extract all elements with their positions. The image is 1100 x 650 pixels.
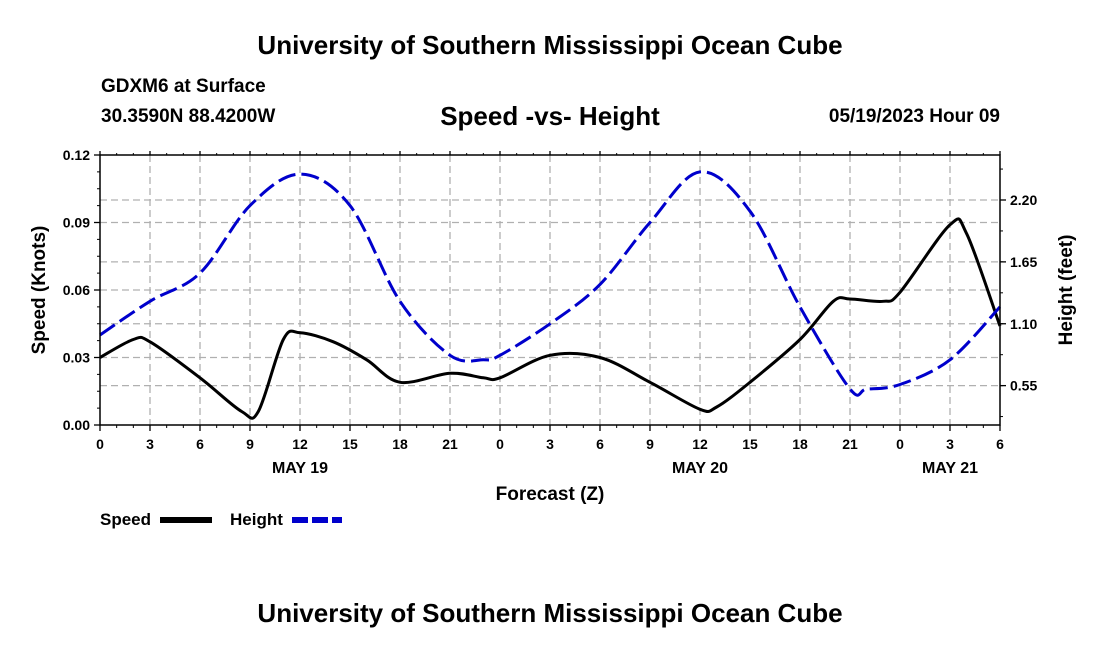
x-tick-label: 0 — [496, 436, 504, 452]
y-right-tick-label: 1.65 — [1010, 254, 1037, 270]
date-label: MAY 20 — [672, 460, 728, 477]
series-line-height — [99, 170, 1002, 397]
footer-title: University of Southern Mississippi Ocean… — [257, 598, 843, 628]
y-left-tick-label: 0.00 — [63, 417, 90, 433]
y-axis-left-title: Speed (Knots) — [29, 226, 50, 355]
x-tick-label: 15 — [342, 436, 358, 452]
y-right-tick-label: 0.55 — [1010, 378, 1037, 394]
date-label: MAY 19 — [272, 460, 328, 477]
legend-speed-label: Speed — [100, 510, 151, 529]
x-tick-label: 9 — [646, 436, 654, 452]
x-tick-label: 6 — [996, 436, 1004, 452]
x-tick-label: 18 — [792, 436, 808, 452]
y-right-tick-label: 1.10 — [1010, 316, 1037, 332]
x-tick-label: 3 — [946, 436, 954, 452]
y-left-tick-label: 0.09 — [63, 215, 90, 231]
page-title: University of Southern Mississippi Ocean… — [257, 30, 843, 60]
x-tick-label: 12 — [692, 436, 708, 452]
y-left-tick-label: 0.06 — [63, 282, 90, 298]
date-label: MAY 21 — [922, 460, 978, 477]
x-axis-title: Forecast (Z) — [496, 484, 605, 505]
grid — [100, 155, 1000, 425]
x-tick-label: 21 — [442, 436, 458, 452]
x-tick-label: 18 — [392, 436, 408, 452]
x-tick-label: 0 — [96, 436, 104, 452]
legend: Speed Height — [100, 510, 342, 529]
station-coordinates: 30.3590N 88.4200W — [101, 106, 276, 127]
y-left-tick-label: 0.03 — [63, 350, 90, 366]
y-left-tick-label: 0.12 — [63, 147, 90, 163]
x-tick-label: 9 — [246, 436, 254, 452]
station-name: GDXM6 at Surface — [101, 76, 266, 97]
x-tick-label: 6 — [196, 436, 204, 452]
x-tick-label: 12 — [292, 436, 308, 452]
x-tick-label: 21 — [842, 436, 858, 452]
legend-height-label: Height — [230, 510, 283, 529]
x-tick-label: 6 — [596, 436, 604, 452]
x-tick-label: 3 — [546, 436, 554, 452]
y-axis-right-title: Height (feet) — [1056, 235, 1077, 346]
y-right-tick-label: 2.20 — [1010, 192, 1037, 208]
series-line-speed — [99, 217, 1002, 420]
chart-subtitle: Speed -vs- Height — [440, 101, 660, 131]
x-tick-label: 3 — [146, 436, 154, 452]
series-layer — [99, 170, 1002, 420]
x-tick-label: 15 — [742, 436, 758, 452]
x-tick-label: 0 — [896, 436, 904, 452]
forecast-datetime: 05/19/2023 Hour 09 — [828, 106, 1000, 127]
axes: 0 3 6 9 12 15 18 21 0 3 6 9 12 15 18 21 0 3 6 MAY 19 MAY 20 M… — [63, 147, 1038, 477]
